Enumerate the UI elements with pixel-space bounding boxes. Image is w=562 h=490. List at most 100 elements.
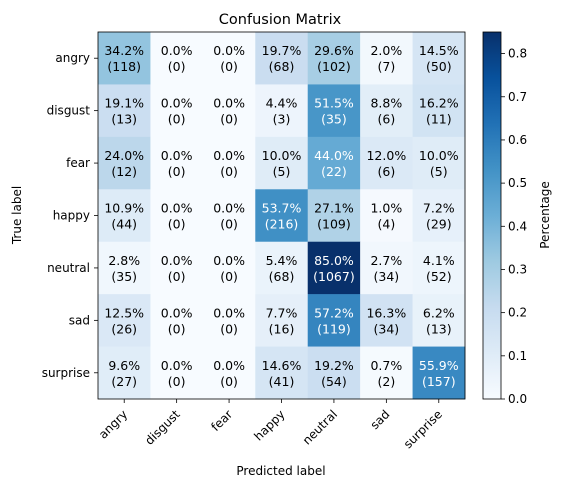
cell-percentage-label: 9.6% [108, 358, 140, 373]
cell-count-label: (0) [220, 374, 238, 389]
y-tick-label: sad [69, 313, 90, 327]
heatmap-cell [202, 84, 256, 138]
cell-count-label: (1067) [313, 269, 355, 284]
cell-percentage-label: 10.0% [419, 148, 459, 163]
cell-count-label: (5) [273, 164, 291, 179]
y-tick-label: fear [66, 156, 90, 170]
cell-count-label: (5) [430, 164, 448, 179]
heatmap-cell [98, 136, 151, 190]
cell-percentage-label: 19.1% [104, 96, 144, 111]
cell-count-label: (13) [111, 112, 137, 127]
heatmap-cell [360, 189, 413, 243]
cell-count-label: (0) [220, 269, 238, 284]
heatmap-cell [150, 294, 204, 347]
cell-count-label: (50) [426, 59, 452, 74]
heatmap-cell [307, 136, 361, 190]
heatmap-cell [150, 136, 204, 190]
y-tick-label: disgust [47, 104, 91, 118]
cell-count-label: (0) [168, 374, 186, 389]
heatmap-cell [307, 241, 361, 295]
x-tick-label: angry [96, 407, 130, 441]
cell-count-label: (0) [168, 269, 186, 284]
cell-percentage-label: 0.0% [213, 96, 245, 111]
cell-percentage-label: 0.7% [370, 358, 402, 373]
cell-count-label: (118) [107, 59, 141, 74]
cell-percentage-label: 27.1% [314, 201, 354, 216]
cell-count-label: (11) [426, 112, 452, 127]
cell-percentage-label: 14.5% [419, 43, 459, 58]
colorbar-tick-label: 0.0 [508, 392, 527, 406]
cell-percentage-label: 0.0% [161, 305, 193, 320]
cell-percentage-label: 0.0% [213, 358, 245, 373]
heatmap-cell [412, 84, 466, 138]
heatmap-cell [202, 189, 256, 243]
heatmap-cell [255, 346, 309, 400]
heatmap-cell [255, 294, 309, 347]
heatmap-cell [255, 136, 309, 190]
heatmap-cell [98, 189, 151, 243]
cell-percentage-label: 44.0% [314, 148, 354, 163]
y-tick-label: surprise [42, 366, 90, 380]
cell-percentage-label: 19.2% [314, 358, 354, 373]
x-tick-label: fear [208, 407, 235, 434]
colorbar-tick-label: 0.8 [508, 47, 527, 61]
heatmap-cell [150, 84, 204, 138]
heatmap-cell [307, 346, 361, 400]
heatmap-cell [202, 294, 256, 347]
heatmap-cell [307, 294, 361, 347]
y-axis-label: True label [10, 186, 24, 245]
cell-percentage-label: 12.5% [104, 305, 144, 320]
y-axis-ticks: angry disgust fear happy neutral sad surprise [42, 51, 98, 380]
cell-percentage-label: 12.0% [366, 148, 406, 163]
cell-percentage-label: 34.2% [104, 43, 144, 58]
cell-count-label: (109) [317, 217, 351, 232]
heatmap-cell [255, 32, 309, 85]
cell-count-label: (12) [111, 164, 137, 179]
cell-percentage-label: 4.1% [423, 253, 455, 268]
cell-count-label: (0) [220, 164, 238, 179]
cell-count-label: (16) [269, 321, 295, 336]
cell-percentage-label: 10.0% [262, 148, 302, 163]
x-tick-label: happy [251, 407, 287, 443]
heatmap-cell [98, 32, 151, 85]
heatmap-cell [412, 32, 466, 85]
cell-percentage-label: 0.0% [161, 43, 193, 58]
heatmap-cell [360, 84, 413, 138]
colorbar-ticks: 0.0 0.1 0.2 0.3 0.4 0.5 0.6 0.7 0.8 [501, 47, 527, 406]
heatmap-cell [360, 294, 413, 347]
cell-count-label: (0) [168, 112, 186, 127]
cell-count-label: (0) [168, 164, 186, 179]
cell-percentage-label: 0.0% [161, 96, 193, 111]
colorbar-tick-label: 0.7 [508, 90, 527, 104]
cell-count-label: (3) [273, 112, 291, 127]
heatmap-cell [307, 189, 361, 243]
heatmap-cell [202, 136, 256, 190]
heatmap-cell [98, 84, 151, 138]
cell-count-label: (0) [168, 217, 186, 232]
cell-count-label: (35) [111, 269, 137, 284]
heatmap-cell [307, 84, 361, 138]
cell-percentage-label: 8.8% [370, 96, 402, 111]
colorbar-tick-label: 0.3 [508, 262, 527, 276]
cell-percentage-label: 53.7% [262, 201, 302, 216]
cell-count-label: (7) [377, 59, 395, 74]
cell-count-label: (34) [374, 321, 400, 336]
cell-count-label: (13) [426, 321, 452, 336]
heatmap-cell [412, 241, 466, 295]
x-tick-label: neutral [300, 407, 340, 447]
cell-percentage-label: 57.2% [314, 305, 354, 320]
cell-count-label: (68) [269, 269, 295, 284]
matrix-cells: 34.2%(118)0.0%(0)0.0%(0)19.7%(68)29.6%(1… [98, 32, 466, 400]
cell-count-label: (29) [426, 217, 452, 232]
x-tick-label: surprise [401, 407, 445, 451]
cell-count-label: (0) [220, 321, 238, 336]
cell-count-label: (6) [377, 164, 395, 179]
cell-percentage-label: 5.4% [266, 253, 298, 268]
cell-count-label: (44) [111, 217, 137, 232]
cell-percentage-label: 0.0% [161, 253, 193, 268]
cell-count-label: (0) [168, 321, 186, 336]
cell-count-label: (119) [317, 321, 351, 336]
heatmap-cell [412, 346, 466, 400]
cell-percentage-label: 16.2% [419, 96, 459, 111]
heatmap-cell [150, 241, 204, 295]
